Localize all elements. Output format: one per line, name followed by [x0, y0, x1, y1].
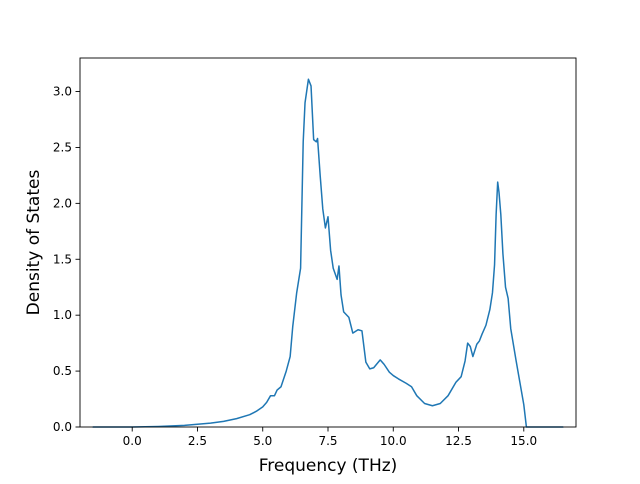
plot-area — [92, 78, 564, 428]
y-tick-label: 2.0 — [53, 196, 72, 210]
y-tick-label: 3.0 — [53, 85, 72, 99]
dos-series-line — [92, 78, 564, 428]
y-axis-label: Density of States — [24, 170, 44, 316]
y-tick-label: 2.5 — [53, 140, 72, 154]
y-tick-label: 1.5 — [53, 252, 72, 266]
y-tick-label: 0.0 — [53, 420, 72, 434]
y-tick-label: 0.5 — [53, 364, 72, 378]
x-axis-ticks: 0.0 2.5 5.0 7.5 10.0 12.5 15.0 — [123, 427, 537, 448]
x-axis-label: Frequency (THz) — [259, 456, 398, 476]
x-tick-label: 5.0 — [253, 434, 272, 448]
y-tick-label: 1.0 — [53, 308, 72, 322]
x-tick-label: 12.5 — [445, 434, 472, 448]
y-axis-ticks: 0.0 0.5 1.0 1.5 2.0 2.5 3.0 — [53, 85, 80, 434]
x-tick-label: 10.0 — [380, 434, 407, 448]
x-tick-label: 2.5 — [188, 434, 207, 448]
x-tick-label: 15.0 — [510, 434, 537, 448]
x-tick-label: 7.5 — [318, 434, 337, 448]
x-tick-label: 0.0 — [123, 434, 142, 448]
